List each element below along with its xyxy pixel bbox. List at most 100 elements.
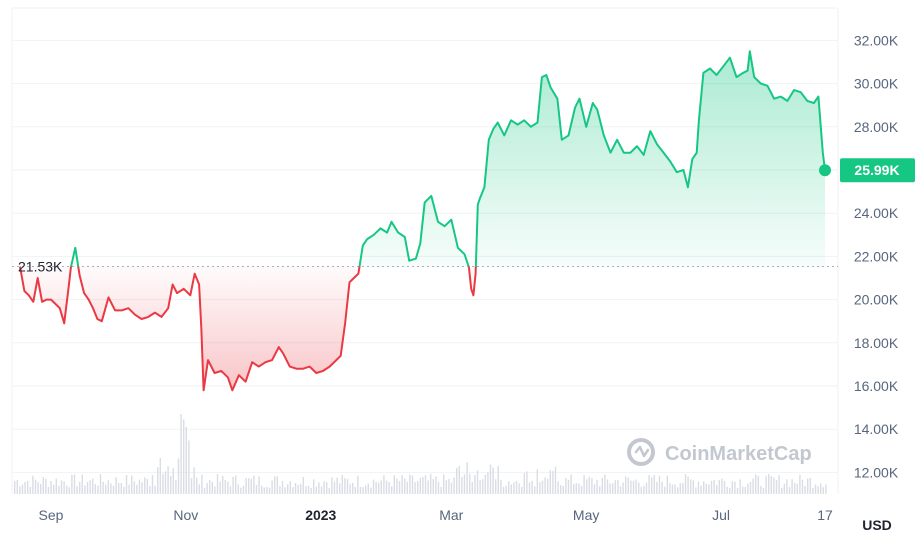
volume-bar — [255, 484, 258, 494]
volume-bar — [172, 468, 174, 494]
volume-bar — [510, 484, 512, 494]
volume-bar — [684, 474, 687, 494]
volume-bar — [695, 487, 697, 494]
volume-bar — [445, 480, 447, 494]
volume-bar — [825, 484, 827, 494]
volume-bar — [68, 487, 70, 494]
volume-bar — [417, 481, 419, 494]
volume-bar — [94, 484, 96, 494]
volume-bar — [783, 483, 785, 494]
volume-bar — [448, 478, 450, 494]
volume-bar — [131, 475, 133, 494]
volume-bar — [586, 479, 588, 494]
volume-bar — [76, 486, 78, 494]
volume-bar — [146, 478, 148, 494]
volume-bar — [92, 478, 94, 494]
volume-bar — [227, 481, 229, 494]
volume-bar — [669, 483, 671, 494]
volume-bar — [515, 480, 518, 494]
volume-bar — [339, 483, 341, 494]
y-tick-label: 12.00K — [854, 464, 899, 480]
x-tick-label: 2023 — [305, 507, 336, 523]
volume-bar — [565, 477, 567, 494]
volume-bar — [778, 475, 780, 494]
volume-bar — [24, 481, 26, 494]
volume-bar — [822, 487, 824, 494]
volume-bar — [242, 485, 245, 494]
volume-bar — [53, 484, 55, 494]
volume-bar — [580, 485, 583, 494]
volume-bar — [16, 480, 18, 494]
volume-bar — [710, 480, 713, 494]
y-tick-label: 20.00K — [854, 292, 899, 308]
volume-bar — [271, 480, 273, 494]
volume-bar — [625, 476, 627, 494]
volume-bar — [367, 483, 369, 494]
volume-bar — [63, 481, 65, 494]
volume-bar — [209, 479, 211, 494]
volume-bar — [164, 471, 167, 494]
volume-bar — [422, 477, 424, 494]
y-axis-ticks: 12.00K 14.00K 16.00K 18.00K 20.00K 22.00K 24.0… — [854, 32, 899, 480]
volume-bar — [658, 475, 661, 494]
volume-bar — [177, 458, 180, 494]
volume-bar — [666, 475, 668, 494]
volume-bar — [34, 479, 37, 494]
volume-bar — [541, 480, 544, 494]
volume-bar — [630, 480, 632, 494]
volume-bar — [307, 485, 310, 494]
volume-bar — [653, 475, 655, 494]
volume-bar — [216, 474, 219, 494]
volume-bar — [471, 482, 473, 494]
volume-bar — [222, 475, 224, 494]
volume-bar — [682, 483, 684, 494]
volume-bar — [489, 464, 492, 494]
volume-bar — [812, 487, 814, 494]
volume-bar — [674, 484, 676, 494]
volume-bar — [372, 479, 375, 494]
volume-bar — [775, 480, 778, 494]
volume-bar — [383, 475, 385, 494]
x-tick-label: Sep — [39, 507, 64, 523]
volume-bars — [14, 414, 827, 494]
volume-bar — [21, 484, 24, 494]
volume-bar — [315, 486, 317, 494]
volume-bar — [482, 479, 484, 494]
volume-bar — [393, 475, 395, 494]
volume-bar — [79, 481, 81, 494]
volume-bar — [201, 474, 203, 494]
volume-bar — [157, 467, 159, 494]
volume-bar — [547, 478, 549, 494]
volume-bar — [162, 473, 164, 494]
volume-bar — [583, 475, 585, 494]
volume-bar — [557, 481, 559, 494]
volume-bar — [411, 475, 414, 494]
volume-bar — [203, 487, 206, 494]
volume-bar — [513, 482, 515, 494]
volume-bar — [645, 482, 648, 494]
volume-bar — [391, 486, 393, 494]
volume-bar — [232, 476, 234, 494]
volume-bar — [32, 475, 34, 494]
last-price-dot[interactable] — [819, 164, 831, 177]
volume-bar — [196, 477, 198, 494]
volume-bar — [281, 481, 284, 494]
volume-bar — [820, 483, 822, 494]
volume-bar — [297, 484, 299, 494]
currency-label: USD — [862, 517, 892, 533]
volume-bar — [614, 480, 616, 494]
volume-bar — [495, 479, 497, 494]
volume-bar — [105, 484, 107, 494]
volume-bar — [497, 466, 499, 494]
volume-bar — [84, 485, 86, 494]
volume-bar — [404, 478, 406, 494]
volume-bar — [786, 479, 788, 494]
volume-bar — [679, 483, 681, 494]
volume-bar — [323, 481, 325, 494]
volume-bar — [284, 487, 286, 494]
volume-bar — [635, 479, 637, 494]
volume-bar — [240, 487, 242, 494]
volume-bar — [731, 481, 733, 494]
volume-bar — [385, 480, 388, 494]
volume-bar — [744, 486, 746, 494]
